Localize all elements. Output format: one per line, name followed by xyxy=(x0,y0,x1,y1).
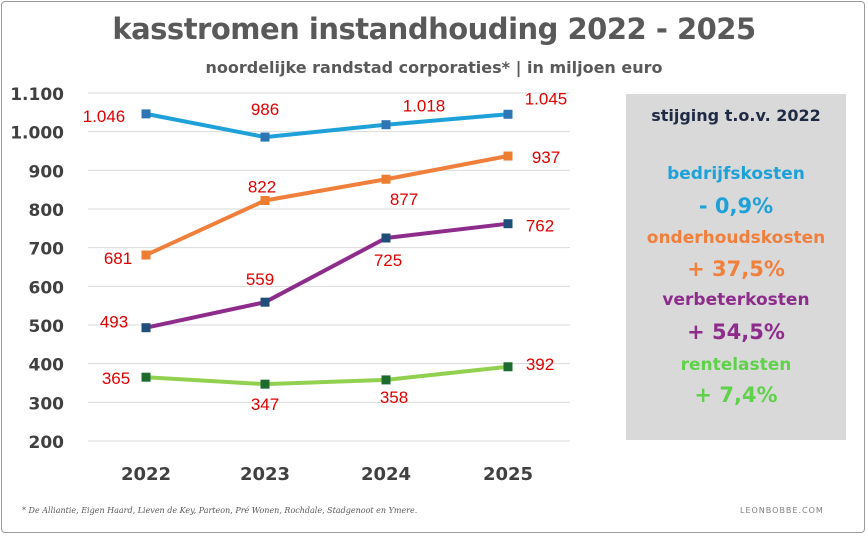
panel-heading: stijging t.o.v. 2022 xyxy=(651,106,821,125)
data-label-onderhoudskosten: 822 xyxy=(248,177,276,196)
x-tick-label: 2024 xyxy=(361,464,411,485)
y-tick-label: 600 xyxy=(29,278,65,298)
data-label-bedrijfskosten: 1.018 xyxy=(403,97,446,116)
chart-subtitle: noordelijke randstad corporaties* | in m… xyxy=(205,58,663,77)
series-line-verbeterkosten xyxy=(145,221,509,330)
footnote: * De Alliantie, Eigen Haard, Lieven de K… xyxy=(22,506,418,515)
panel-value-verbeterkosten: + 54,5% xyxy=(687,320,785,344)
increase-panel: stijging t.o.v. 2022 bedrijfskosten - 0,… xyxy=(626,94,846,440)
y-tick-label: 900 xyxy=(29,162,65,182)
chart-title: kasstromen instandhouding 2022 - 2025 xyxy=(112,12,756,46)
panel-label-rentelasten: rentelasten xyxy=(680,355,792,375)
data-point-verbeterkosten xyxy=(503,219,513,229)
y-tick-label: 200 xyxy=(29,433,65,453)
y-tick-label: 400 xyxy=(29,356,65,376)
panel-label-bedrijfskosten: bedrijfskosten xyxy=(667,164,805,184)
data-label-verbeterkosten: 762 xyxy=(526,217,554,236)
y-tick-label: 700 xyxy=(29,240,65,260)
y-tick-label: 300 xyxy=(29,394,65,414)
data-point-rentelasten xyxy=(503,362,513,372)
data-point-onderhoudskosten xyxy=(141,250,151,260)
data-point-rentelasten xyxy=(141,372,151,382)
panel-value-bedrijfskosten: - 0,9% xyxy=(698,194,774,218)
data-point-rentelasten xyxy=(260,379,270,389)
x-tick-label: 2022 xyxy=(121,464,171,485)
data-point-bedrijfskosten xyxy=(141,109,151,119)
data-label-rentelasten: 347 xyxy=(251,395,279,414)
data-point-bedrijfskosten xyxy=(503,109,513,119)
data-label-onderhoudskosten: 877 xyxy=(390,190,418,209)
data-point-onderhoudskosten xyxy=(503,151,513,161)
data-label-rentelasten: 358 xyxy=(380,388,408,407)
data-label-rentelasten: 392 xyxy=(526,355,554,374)
x-tick-label: 2025 xyxy=(483,464,533,485)
series-line-bedrijfskosten xyxy=(145,111,509,140)
y-tick-label: 500 xyxy=(29,317,65,337)
data-point-verbeterkosten xyxy=(381,233,391,243)
data-label-bedrijfskosten: 1.045 xyxy=(525,89,568,108)
data-point-verbeterkosten xyxy=(141,323,151,333)
data-label-rentelasten: 365 xyxy=(102,369,130,388)
data-label-bedrijfskosten: 986 xyxy=(251,100,279,119)
data-label-bedrijfskosten: 1.046 xyxy=(83,107,126,126)
series-line-rentelasten xyxy=(145,364,509,387)
panel-value-onderhoudskosten: + 37,5% xyxy=(687,257,785,281)
x-tick-label: 2023 xyxy=(240,464,290,485)
y-tick-label: 1.100 xyxy=(10,85,64,105)
y-tick-label: 800 xyxy=(29,201,65,221)
y-tick-label: 1.000 xyxy=(10,124,64,144)
panel-value-rentelasten: + 7,4% xyxy=(694,383,778,407)
data-label-verbeterkosten: 493 xyxy=(100,313,128,332)
credit: LEONBOBBE.COM xyxy=(740,506,824,515)
data-point-bedrijfskosten xyxy=(260,132,270,142)
series-line-onderhoudskosten xyxy=(145,154,509,257)
data-point-onderhoudskosten xyxy=(381,174,391,184)
data-point-rentelasten xyxy=(381,375,391,385)
data-label-onderhoudskosten: 937 xyxy=(532,148,560,167)
panel-label-verbeterkosten: verbeterkosten xyxy=(662,290,810,310)
panel-label-onderhoudskosten: onderhoudskosten xyxy=(646,228,826,248)
data-label-verbeterkosten: 725 xyxy=(374,251,402,270)
data-point-bedrijfskosten xyxy=(381,120,391,130)
data-point-verbeterkosten xyxy=(260,297,270,307)
data-label-onderhoudskosten: 681 xyxy=(104,249,132,268)
data-point-onderhoudskosten xyxy=(260,195,270,205)
data-label-verbeterkosten: 559 xyxy=(246,270,274,289)
